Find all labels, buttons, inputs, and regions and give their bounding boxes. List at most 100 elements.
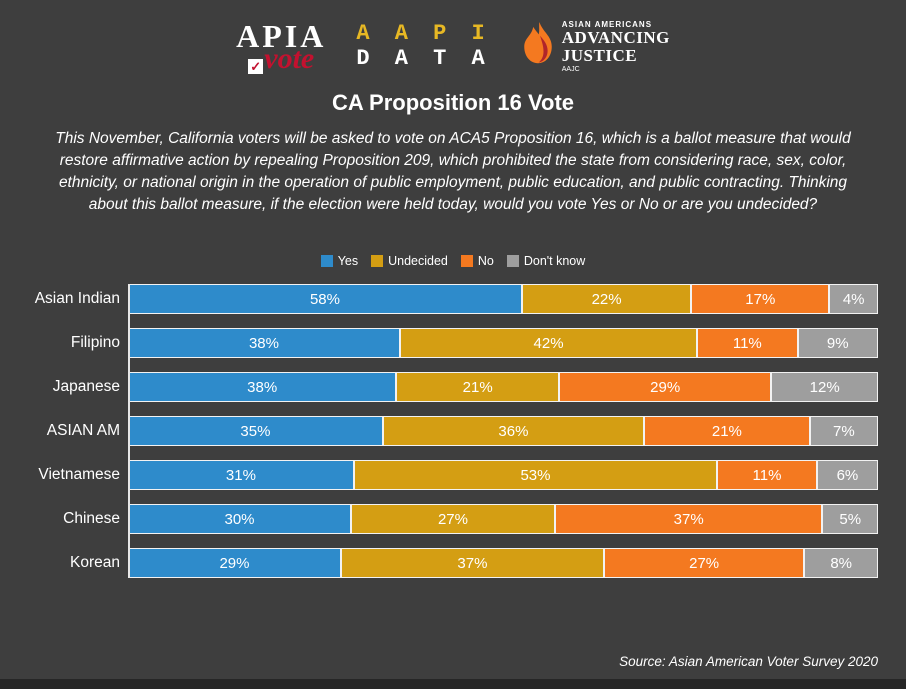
bar-segment-no: 11% (717, 460, 817, 490)
chart-row: Vietnamese 31% 53% 11% 6% (0, 460, 879, 490)
segment-value: 38% (247, 378, 278, 396)
bar-segment-don-t-know: 6% (816, 460, 879, 490)
bar-segment-yes: 38% (128, 372, 397, 402)
aajc-advancing: ADVANCING (561, 28, 670, 48)
bar-segment-yes: 35% (128, 416, 383, 446)
bar-segment-undecided: 36% (382, 416, 645, 446)
bar-segment-undecided: 53% (353, 460, 718, 490)
bar-segment-yes: 29% (128, 548, 341, 578)
segment-value: 21% (711, 422, 742, 440)
bar-segment-don-t-know: 7% (809, 416, 878, 446)
segment-value: 8% (830, 554, 853, 572)
bar-segment-undecided: 27% (351, 504, 555, 534)
segment-value: 30% (224, 510, 255, 528)
aapi-data-logo: A A P I D A T A (356, 22, 490, 71)
segment-value: 37% (457, 554, 488, 572)
aapi-data-logo-line1: A A P I (356, 21, 491, 47)
apiavote-logo-vote: vote (264, 42, 315, 75)
chart-description: This November, California voters will be… (55, 130, 851, 213)
legend-item: Don't know (506, 254, 586, 268)
stacked-bar: 58% 22% 17% 4% (128, 284, 878, 314)
chart-row: Korean 29% 37% 27% 8% (0, 548, 878, 578)
bar-segment-don-t-know: 5% (822, 504, 878, 534)
category-label: Vietnamese (38, 466, 120, 483)
advancing-justice-logo: ASIAN AMERICANS ADVANCING JUSTICE AAJC (521, 20, 670, 73)
segment-value: 38% (248, 334, 279, 352)
bar-segment-undecided: 21% (396, 372, 559, 402)
segment-value: 6% (836, 466, 859, 484)
segment-value: 31% (225, 466, 256, 484)
apiavote-logo-bottom: ✓ vote (236, 44, 326, 74)
bar-segment-yes: 58% (128, 284, 522, 314)
legend: Yes Undecided No Don't know (0, 254, 906, 268)
segment-value: 36% (498, 422, 529, 440)
segment-value: 21% (462, 378, 493, 396)
bar-segment-undecided: 37% (340, 548, 604, 578)
segment-value: 35% (240, 422, 271, 440)
apiavote-logo: APIA ✓ vote (236, 20, 326, 74)
stacked-bar: 30% 27% 37% 5% (128, 504, 878, 534)
bar-segment-no: 11% (697, 328, 798, 358)
legend-label: No (477, 254, 494, 268)
chart-row: ASIAN AM 35% 36% 21% 7% (0, 416, 878, 446)
segment-value: 27% (437, 510, 468, 528)
y-axis-line (128, 284, 130, 578)
segment-value: 58% (309, 290, 340, 308)
segment-value: 4% (842, 290, 865, 308)
category-label: ASIAN AM (46, 422, 120, 439)
bar-segment-don-t-know: 9% (797, 328, 878, 358)
category-label: Asian Indian (34, 290, 120, 307)
category-label: Filipino (70, 334, 120, 351)
segment-value: 17% (745, 290, 776, 308)
segment-value: 29% (219, 554, 250, 572)
segment-value: 42% (533, 334, 564, 352)
legend-swatch (320, 255, 333, 267)
segment-value: 22% (591, 290, 622, 308)
bar-segment-no: 21% (644, 416, 810, 446)
bar-segment-no: 27% (603, 548, 805, 578)
bar-segment-yes: 31% (128, 460, 354, 490)
chart-row: Chinese 30% 27% 37% 5% (0, 504, 878, 534)
segment-value: 9% (826, 334, 849, 352)
bar-segment-don-t-know: 8% (804, 548, 878, 578)
category-label: Japanese (52, 378, 120, 395)
chart-row: Japanese 38% 21% 29% 12% (0, 372, 878, 402)
segment-value: 5% (839, 510, 862, 528)
logo-row: APIA ✓ vote A A P I D A T A ASIAN AMERIC… (0, 0, 906, 84)
legend-label: Don't know (523, 254, 586, 268)
bar-segment-undecided: 42% (399, 328, 698, 358)
stacked-bar: 29% 37% 27% 8% (128, 548, 878, 578)
stacked-bar: 35% 36% 21% 7% (128, 416, 878, 446)
bar-chart: Asian Indian 58% 22% 17% 4% Filipino 38% 42% 11%… (0, 284, 906, 578)
legend-swatch (460, 255, 473, 267)
bar-segment-yes: 38% (128, 328, 400, 358)
stacked-bar: 38% 42% 11% 9% (128, 328, 878, 358)
source-note: Source: Asian American Voter Survey 2020 (619, 654, 878, 669)
segment-value: 53% (520, 466, 551, 484)
legend-label: Undecided (388, 254, 448, 268)
bar-segment-no: 17% (691, 284, 830, 314)
chart-row: Filipino 38% 42% 11% 9% (0, 328, 878, 358)
bar-segment-yes: 30% (128, 504, 351, 534)
aapi-data-logo-line2: D A T A (356, 46, 491, 71)
legend-item: No (460, 254, 494, 268)
flame-icon (521, 22, 555, 71)
chart-row: Asian Indian 58% 22% 17% 4% (0, 284, 878, 314)
ballot-check-icon: ✓ (248, 59, 264, 74)
aajc-justice: JUSTICE (561, 46, 638, 66)
segment-value: 37% (673, 510, 704, 528)
segment-value: 29% (650, 378, 681, 396)
advancing-justice-logo-text: ASIAN AMERICANS ADVANCING JUSTICE AAJC (561, 20, 670, 73)
bar-segment-don-t-know: 12% (771, 372, 878, 402)
legend-swatch (371, 255, 384, 267)
category-label: Korean (70, 554, 120, 571)
stacked-bar: 38% 21% 29% 12% (128, 372, 878, 402)
segment-value: 11% (752, 466, 782, 484)
apiavote-logo-title: APIA (236, 18, 327, 54)
segment-value: 11% (732, 334, 762, 352)
bottom-strip (0, 679, 906, 689)
legend-label: Yes (337, 254, 359, 268)
category-label: Chinese (63, 510, 120, 527)
legend-item: Yes (320, 254, 359, 268)
